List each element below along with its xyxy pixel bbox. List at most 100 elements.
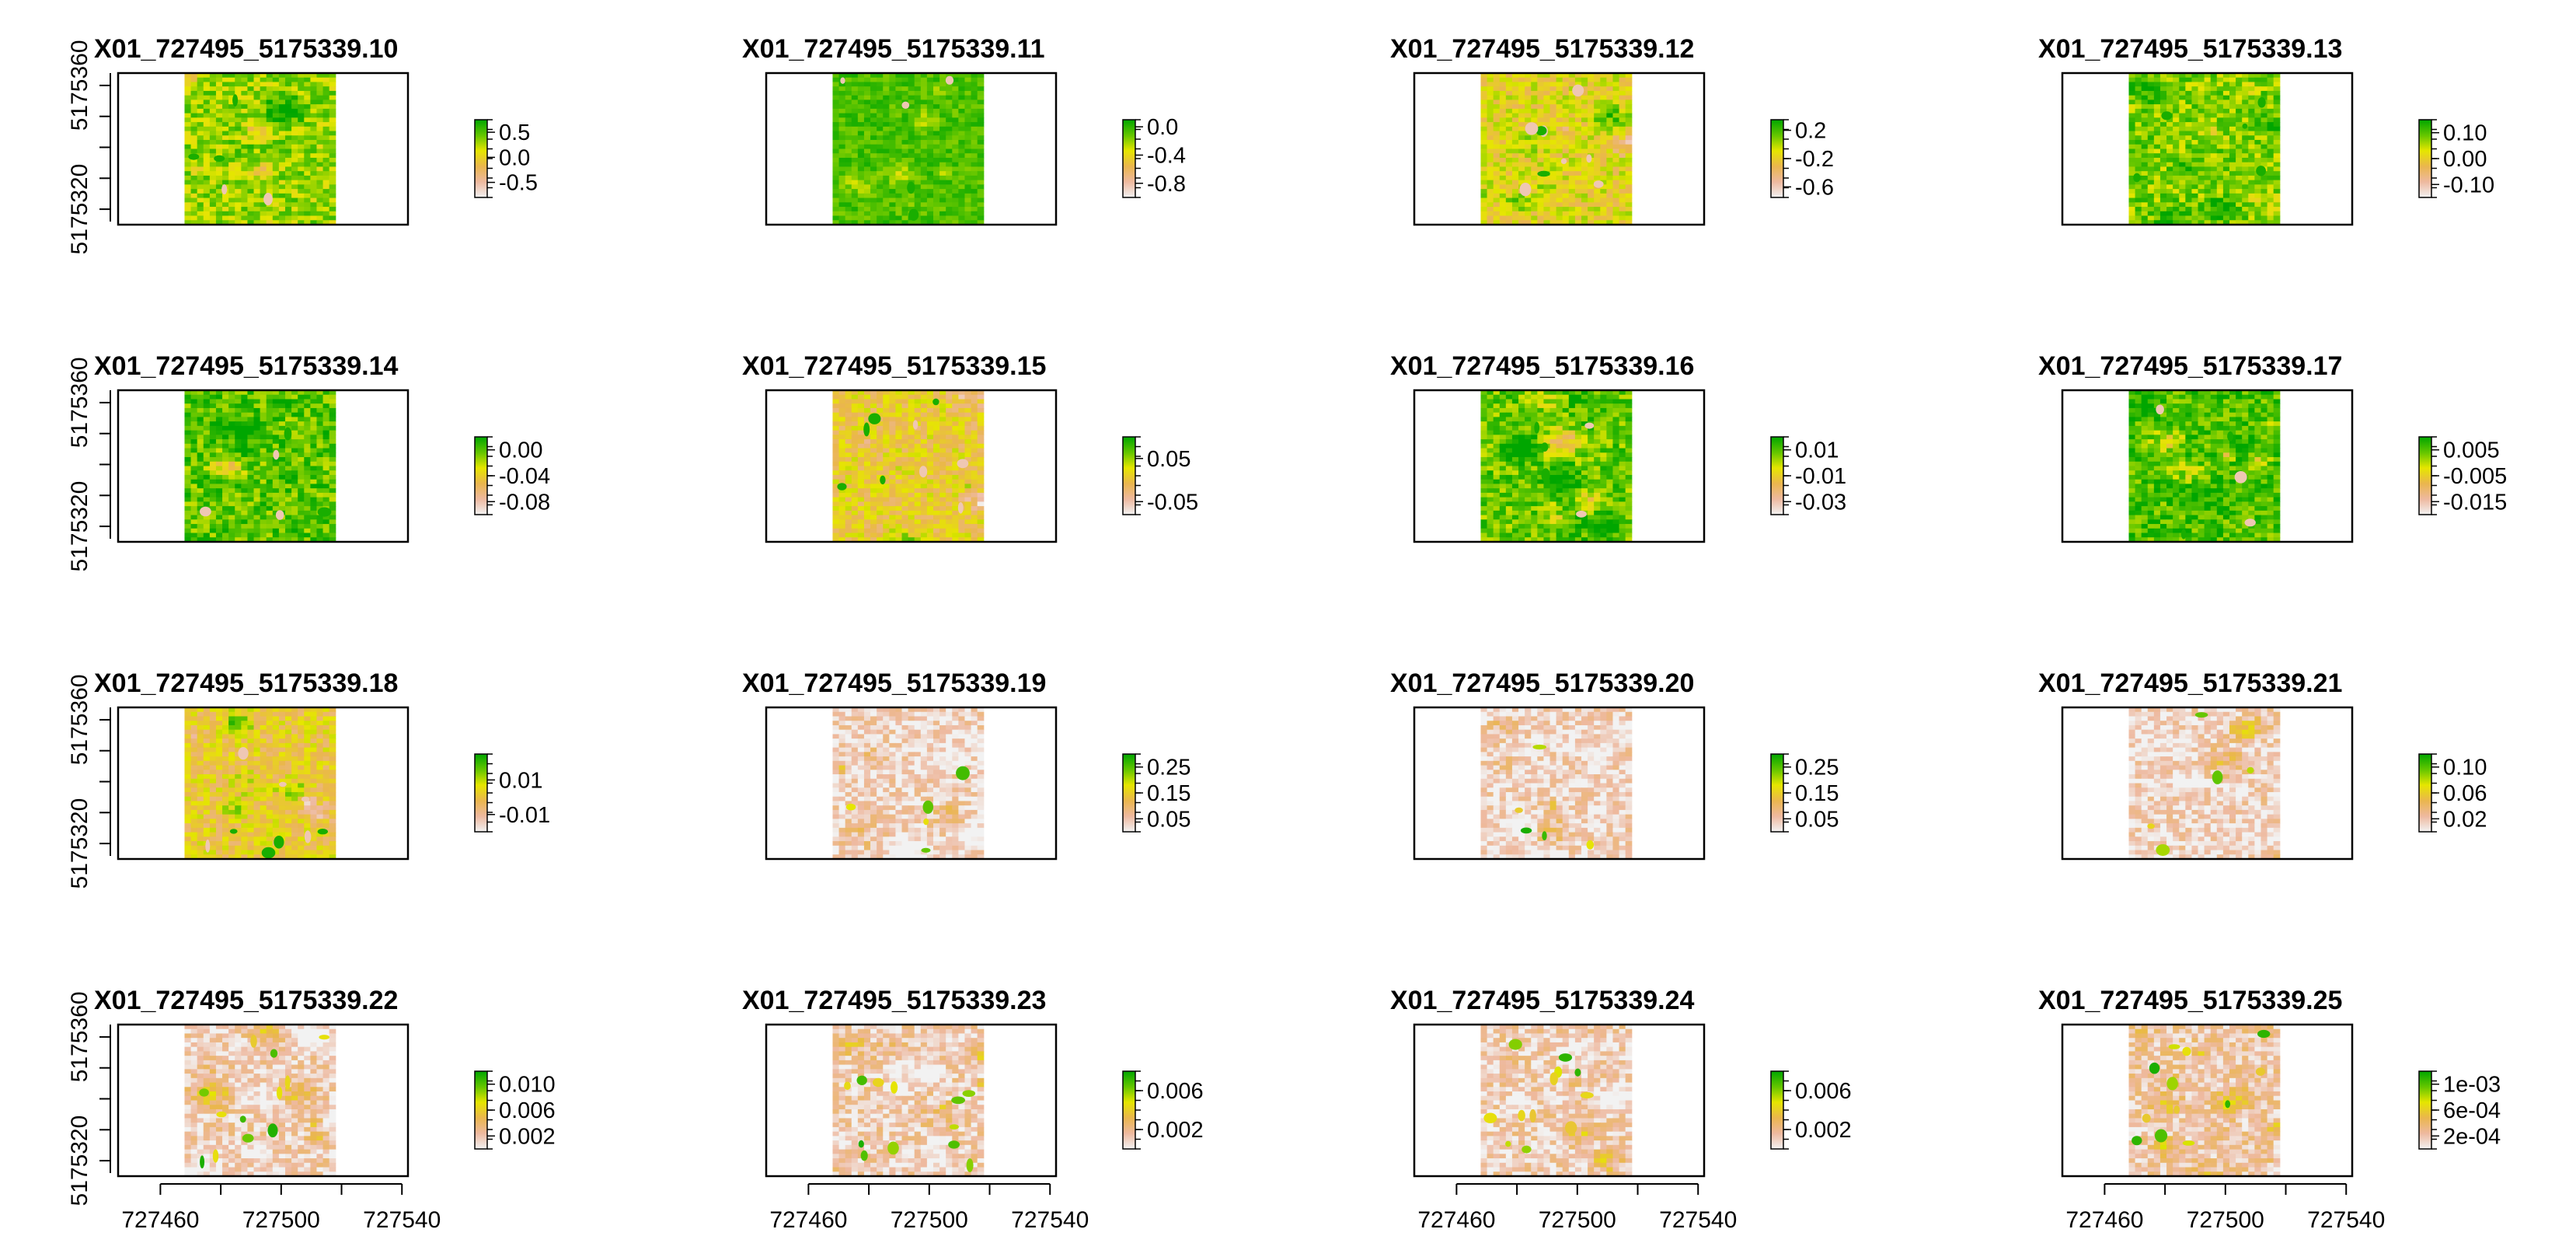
- raster-cell: [977, 175, 985, 181]
- raster-cell: [832, 492, 840, 498]
- raster-cell: [964, 77, 972, 83]
- raster-cell: [260, 211, 267, 217]
- raster-cell: [870, 501, 877, 507]
- raster-cell: [901, 407, 909, 414]
- raster-cell: [2242, 140, 2249, 145]
- raster-cell: [895, 144, 903, 150]
- raster-cell: [889, 470, 897, 476]
- raster-cell: [971, 166, 978, 172]
- raster-cell: [958, 82, 966, 87]
- raster-cell: [901, 430, 909, 435]
- raster-cell: [1600, 215, 1607, 221]
- raster-cell: [2242, 157, 2249, 163]
- raster-cell: [883, 435, 890, 440]
- raster-cell: [209, 479, 217, 485]
- raster-cell: [2204, 197, 2212, 203]
- raster-cell: [190, 394, 198, 400]
- raster-cell: [2216, 86, 2224, 92]
- raster-cell: [863, 162, 871, 168]
- raster-cell: [863, 470, 871, 476]
- raster-cell: [832, 135, 840, 141]
- raster-cell: [316, 474, 324, 480]
- raster-cell: [291, 510, 298, 516]
- raster-cell: [197, 484, 204, 489]
- raster-cell: [920, 95, 928, 101]
- raster-cell: [2159, 77, 2167, 83]
- raster-cell: [215, 452, 223, 458]
- raster-cell: [964, 466, 972, 471]
- raster-cell: [2185, 207, 2193, 212]
- raster-cell: [1574, 207, 1582, 212]
- raster-cell: [222, 211, 229, 217]
- raster-cell: [845, 73, 852, 79]
- raster-cell: [298, 108, 305, 114]
- raster-cell: [278, 113, 286, 118]
- raster-cell: [1537, 184, 1545, 190]
- raster-cell: [851, 131, 859, 136]
- raster-cell: [247, 430, 255, 435]
- raster-cell: [1487, 77, 1494, 83]
- raster-cell: [1543, 95, 1551, 101]
- raster-cell: [1612, 166, 1620, 172]
- raster-cell: [209, 207, 217, 212]
- raster-cell: [1543, 193, 1551, 199]
- raster-cell: [1511, 73, 1519, 79]
- raster-cell: [2153, 189, 2161, 194]
- raster-cell: [977, 421, 985, 427]
- raster-cell: [272, 162, 280, 168]
- raster-cell: [266, 457, 274, 463]
- raster-cell: [971, 439, 978, 445]
- raster-cell: [235, 82, 242, 87]
- raster-cell: [1568, 108, 1576, 114]
- raster-cell: [222, 439, 229, 445]
- raster-cell: [895, 184, 903, 190]
- raster-cell: [971, 180, 978, 185]
- raster-cell: [908, 506, 915, 512]
- raster-cell: [310, 117, 318, 123]
- raster-cell: [2216, 90, 2224, 96]
- raster-cell: [247, 488, 255, 494]
- raster-cell: [2267, 220, 2274, 225]
- raster-cell: [298, 417, 305, 422]
- raster-cell: [310, 488, 318, 494]
- raster-cell: [291, 479, 298, 485]
- raster-cell: [1594, 171, 1601, 176]
- raster-cell: [316, 197, 324, 203]
- raster-cell: [247, 135, 255, 141]
- raster-cell: [964, 86, 972, 92]
- raster-cell: [939, 425, 946, 431]
- raster-cell: [253, 457, 261, 463]
- raster-cell: [971, 524, 978, 529]
- raster-cell: [857, 519, 865, 525]
- raster-cell: [1531, 215, 1538, 221]
- raster-cell: [908, 144, 915, 150]
- raster-cell: [926, 180, 934, 185]
- raster-cell: [1518, 193, 1525, 199]
- raster-cell: [2229, 197, 2236, 203]
- raster-cell: [272, 435, 280, 440]
- raster-cell: [889, 506, 897, 512]
- raster-cell: [863, 140, 871, 145]
- raster-cell: [946, 443, 953, 449]
- raster-cell: [838, 461, 846, 467]
- raster-cell: [908, 448, 915, 453]
- raster-cell: [1549, 157, 1557, 163]
- raster-cell: [247, 82, 255, 87]
- raster-cell: [310, 162, 318, 168]
- raster-cell: [2216, 148, 2224, 154]
- raster-cell: [190, 452, 198, 458]
- raster-cell: [253, 131, 261, 136]
- raster-cell: [190, 501, 198, 507]
- raster-cell: [971, 126, 978, 132]
- raster-cell: [247, 407, 255, 414]
- raster-cell: [215, 184, 223, 190]
- raster-cell: [977, 148, 985, 154]
- raster-cell: [2254, 175, 2262, 181]
- raster-cell: [310, 135, 318, 141]
- raster-cell: [228, 122, 235, 127]
- raster-cell: [914, 166, 922, 172]
- raster-cell: [901, 215, 909, 221]
- raster-cell: [1588, 82, 1595, 87]
- raster-cell: [895, 104, 903, 110]
